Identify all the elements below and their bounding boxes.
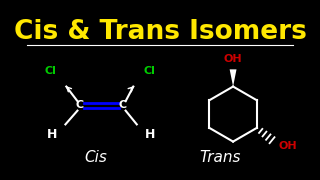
Text: C: C	[76, 100, 84, 111]
Text: Trans: Trans	[199, 150, 241, 165]
Text: H: H	[47, 128, 58, 141]
Text: OH: OH	[278, 141, 297, 151]
Text: Cl: Cl	[144, 66, 156, 76]
Text: Cis: Cis	[84, 150, 107, 165]
Text: C: C	[119, 100, 127, 111]
Text: Cl: Cl	[44, 66, 56, 76]
Text: OH: OH	[224, 54, 242, 64]
Polygon shape	[230, 69, 236, 87]
Text: H: H	[145, 128, 155, 141]
Text: Cis & Trans Isomers: Cis & Trans Isomers	[13, 19, 307, 44]
